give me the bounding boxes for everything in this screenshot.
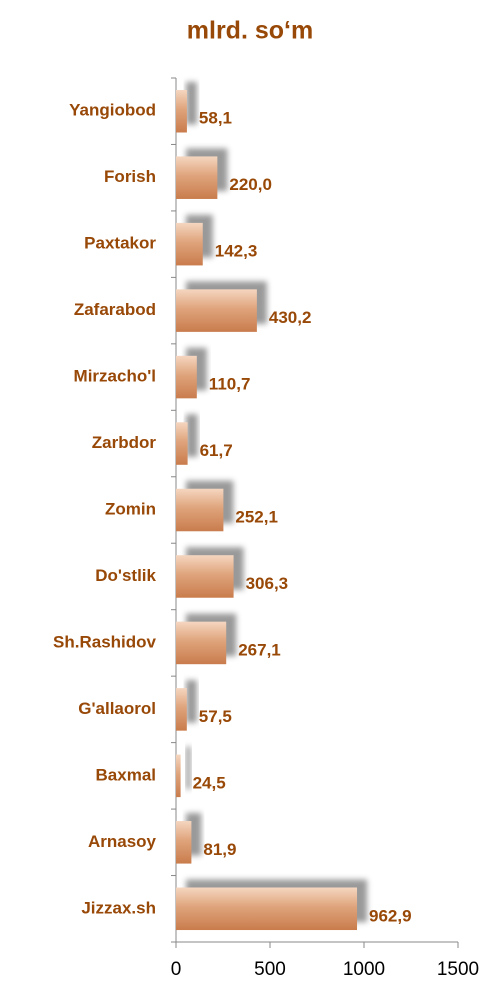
chart-title: mlrd. so‘m bbox=[187, 17, 313, 45]
bar-shadow bbox=[186, 746, 191, 790]
bar bbox=[176, 89, 187, 133]
data-label: 81,9 bbox=[203, 840, 236, 859]
bar bbox=[176, 156, 218, 199]
bar bbox=[176, 422, 188, 465]
bar bbox=[176, 289, 257, 332]
data-label: 430,2 bbox=[269, 308, 312, 327]
y-tick-label: Zafarabod bbox=[74, 300, 156, 319]
bar bbox=[176, 754, 181, 798]
bar bbox=[176, 555, 234, 598]
y-tick-label: Forish bbox=[104, 167, 156, 186]
y-tick-label: Zomin bbox=[105, 499, 156, 518]
bar bbox=[176, 688, 187, 731]
bar-shadow bbox=[186, 680, 197, 723]
data-label: 220,0 bbox=[229, 175, 272, 194]
x-tick-label: 1500 bbox=[437, 959, 479, 980]
data-label: 58,1 bbox=[199, 109, 232, 128]
y-tick-label: Baxmal bbox=[96, 765, 156, 784]
bar bbox=[176, 355, 197, 399]
y-tick-label: G'allaorol bbox=[78, 699, 156, 718]
y-tick-label: Do'stlik bbox=[95, 566, 156, 585]
bar bbox=[176, 887, 358, 931]
bar bbox=[176, 488, 224, 532]
data-label: 110,7 bbox=[209, 375, 251, 394]
data-label: 61,7 bbox=[200, 441, 233, 460]
data-label: 142,3 bbox=[215, 242, 258, 261]
bar bbox=[176, 821, 192, 864]
y-tick-label: Paxtakor bbox=[84, 234, 156, 253]
data-label: 252,1 bbox=[235, 507, 278, 526]
x-tick-label: 500 bbox=[254, 959, 286, 980]
y-tick-label: Sh.Rashidov bbox=[53, 632, 157, 651]
y-tick-label: Arnasoy bbox=[88, 832, 157, 851]
data-label: 24,5 bbox=[193, 773, 226, 792]
bar bbox=[176, 621, 227, 665]
data-label: 267,1 bbox=[238, 640, 281, 659]
y-tick-label: Jizzax.sh bbox=[81, 898, 156, 917]
data-label: 57,5 bbox=[199, 707, 232, 726]
y-tick-label: Yangiobod bbox=[69, 101, 156, 120]
bar-shadow bbox=[186, 414, 198, 457]
x-tick-label: 0 bbox=[171, 959, 182, 980]
bar bbox=[176, 222, 203, 266]
data-label: 962,9 bbox=[369, 906, 412, 925]
y-tick-label: Zarbdor bbox=[92, 433, 157, 452]
x-tick-label: 1000 bbox=[343, 959, 385, 980]
y-tick-label: Mirzacho'l bbox=[74, 367, 156, 386]
data-label: 306,3 bbox=[246, 574, 289, 593]
bar-shadow bbox=[186, 81, 197, 125]
